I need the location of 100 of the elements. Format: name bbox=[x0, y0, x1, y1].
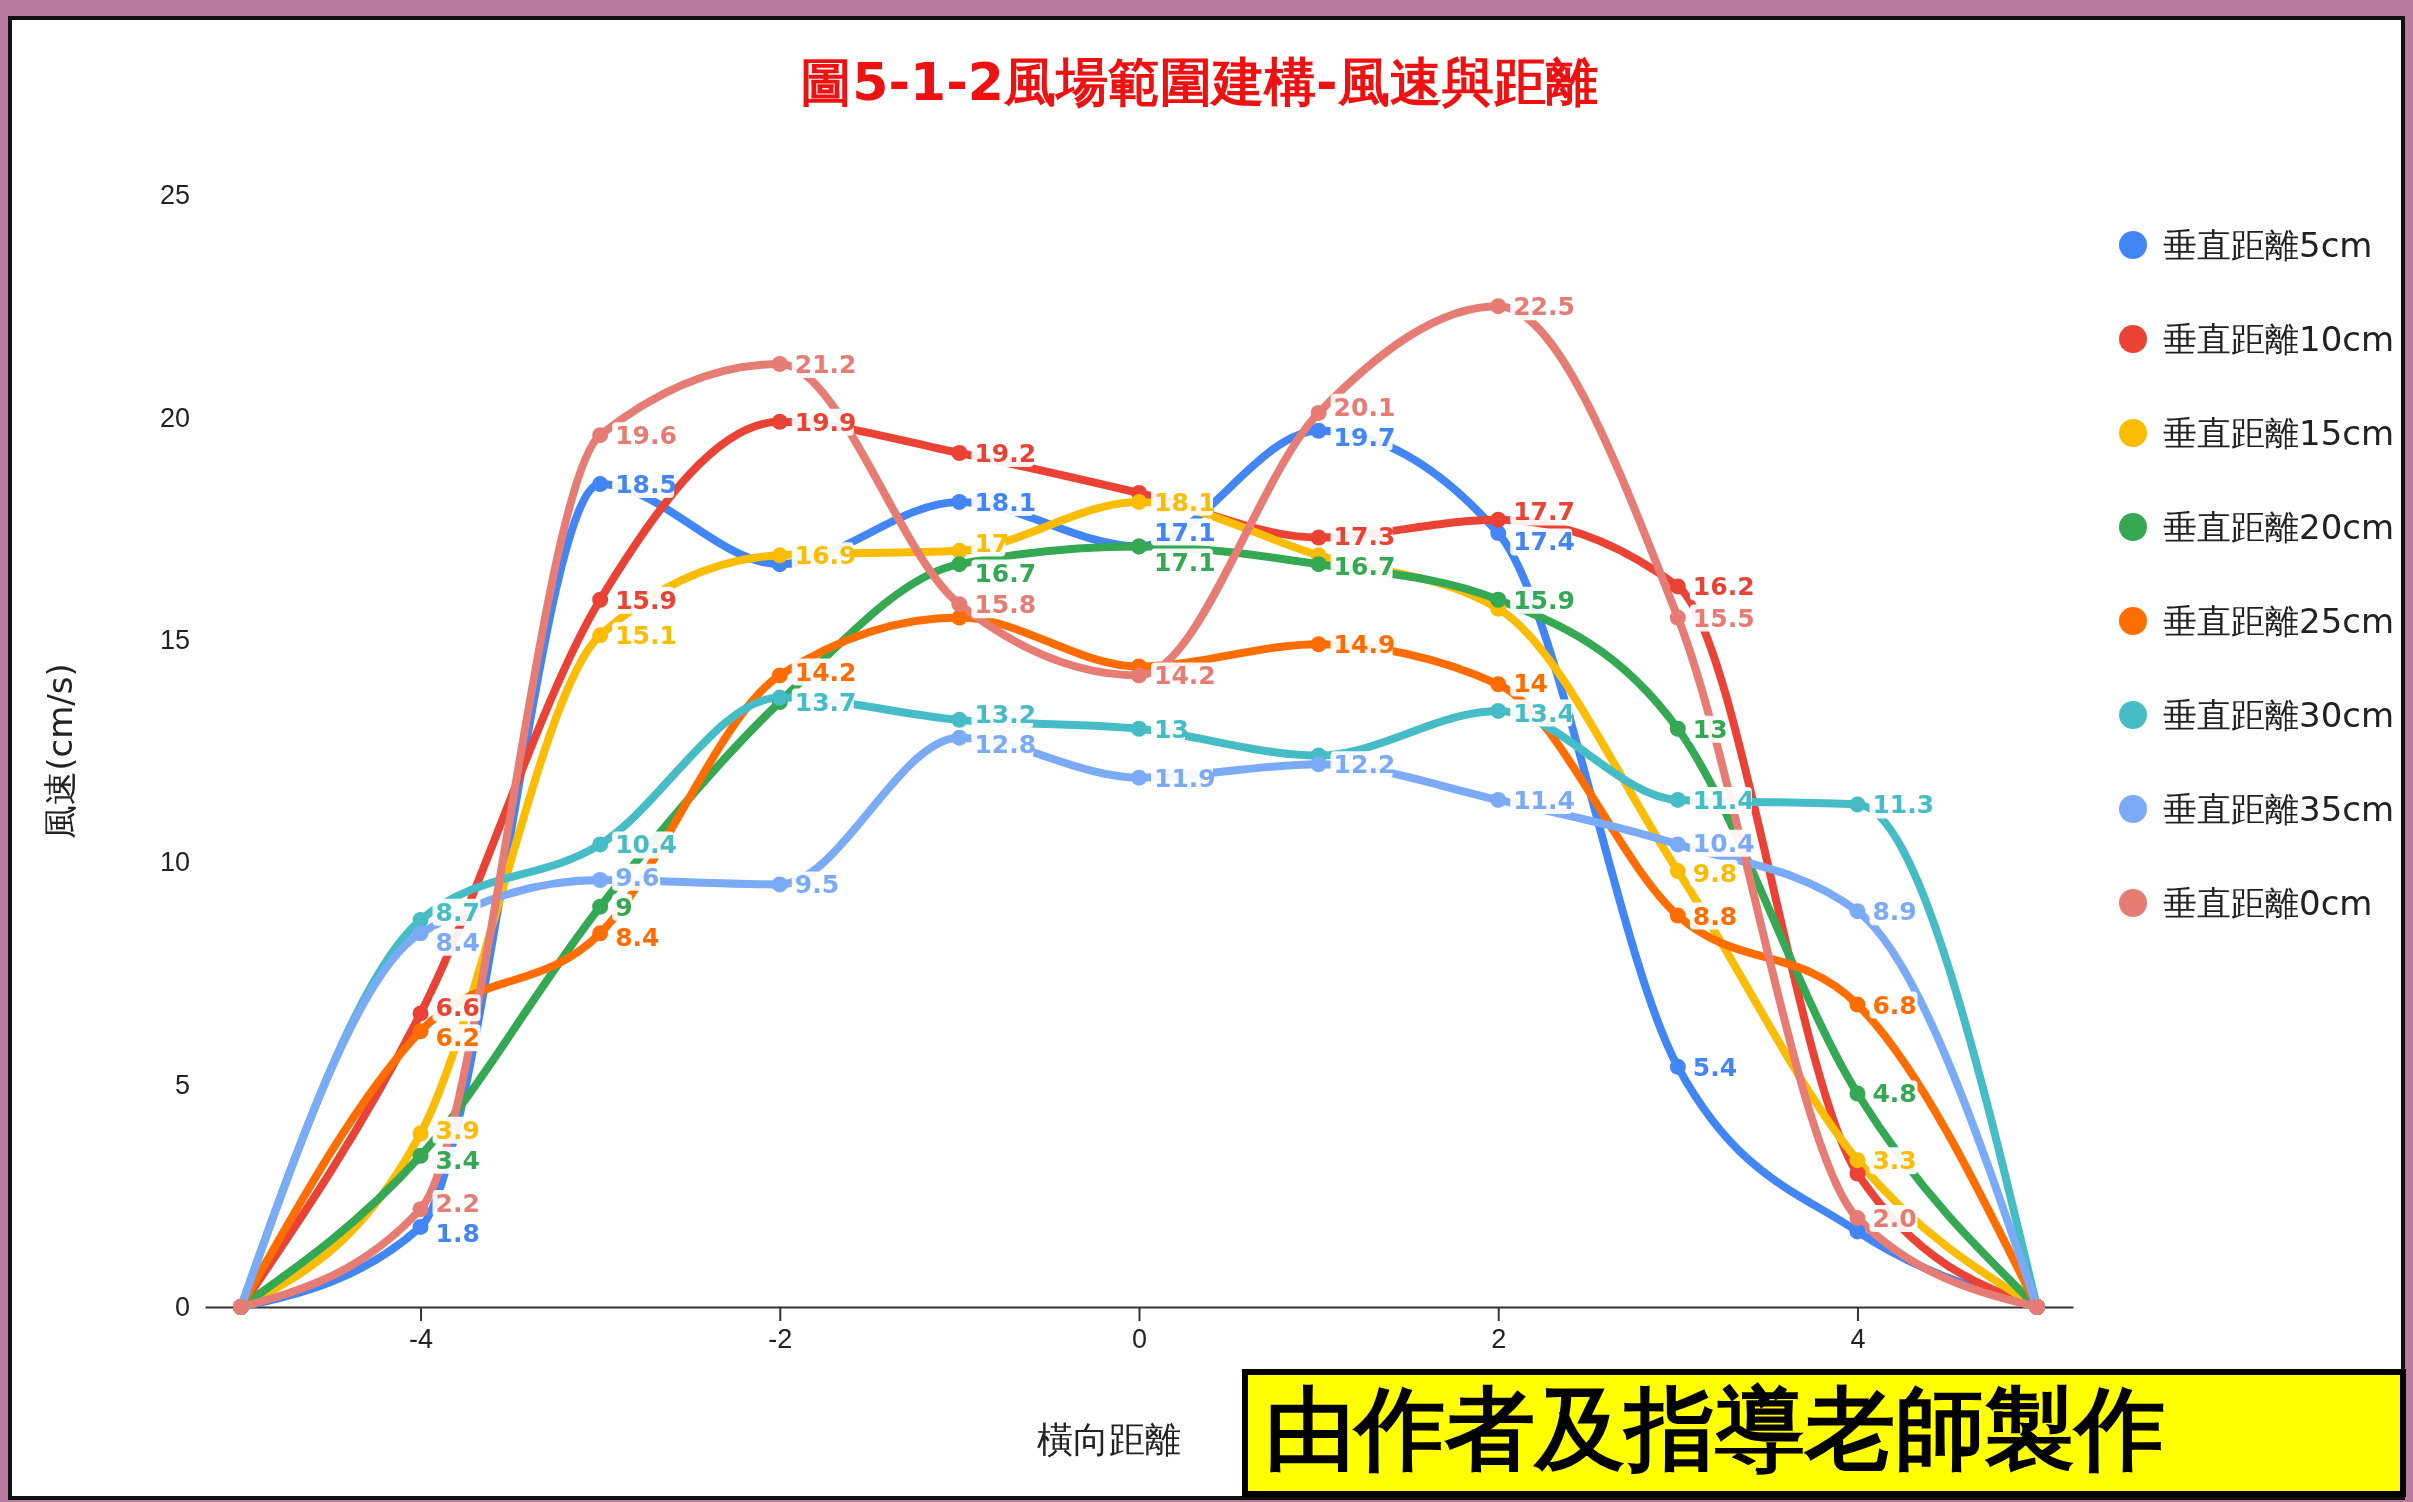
point bbox=[1131, 769, 1147, 786]
point bbox=[1310, 556, 1327, 573]
point bbox=[1490, 511, 1507, 528]
data-label: 22.5 bbox=[1513, 292, 1575, 322]
x-tick-label: 0 bbox=[1131, 1324, 1148, 1355]
y-tick-label: 10 bbox=[159, 847, 190, 878]
data-label: 3.3 bbox=[1872, 1146, 1917, 1176]
data-label: 5.4 bbox=[1692, 1052, 1738, 1082]
point bbox=[1310, 404, 1327, 421]
legend-label: 垂直距離10cm bbox=[2163, 319, 2395, 359]
data-label: 20.1 bbox=[1333, 392, 1396, 422]
point bbox=[592, 925, 609, 942]
data-label: 10.4 bbox=[1692, 828, 1755, 858]
data-label: 15.1 bbox=[615, 621, 677, 651]
y-tick-label: 20 bbox=[159, 402, 190, 433]
data-label: 1.8 bbox=[435, 1219, 480, 1249]
point bbox=[771, 356, 788, 373]
data-label: 11.4 bbox=[1692, 785, 1755, 815]
point bbox=[1310, 756, 1327, 773]
point bbox=[771, 689, 788, 706]
point bbox=[951, 556, 968, 573]
data-label: 17.4 bbox=[1513, 527, 1575, 557]
data-label: 17.3 bbox=[1333, 521, 1396, 551]
data-label: 16.9 bbox=[794, 541, 857, 571]
point bbox=[592, 476, 609, 493]
point bbox=[951, 729, 968, 746]
point bbox=[1490, 298, 1507, 315]
data-label: 3.9 bbox=[435, 1115, 480, 1145]
x-tick-label: 2 bbox=[1491, 1324, 1507, 1355]
point bbox=[771, 547, 788, 564]
x-tick-label: -2 bbox=[768, 1324, 793, 1355]
data-label: 9.6 bbox=[615, 862, 660, 892]
data-label: 6.8 bbox=[1872, 990, 1917, 1020]
point bbox=[1669, 1058, 1686, 1075]
point bbox=[771, 413, 788, 430]
point bbox=[592, 627, 609, 644]
point bbox=[592, 591, 609, 608]
data-label: 16.7 bbox=[1333, 551, 1396, 581]
point bbox=[412, 1201, 429, 1218]
data-label: 16.2 bbox=[1692, 572, 1755, 602]
point bbox=[1490, 525, 1507, 542]
data-label: 19.9 bbox=[794, 407, 857, 437]
data-label: 10.4 bbox=[615, 830, 677, 860]
point bbox=[1669, 720, 1686, 737]
data-label: 17.1 bbox=[1154, 547, 1216, 577]
point bbox=[1849, 1152, 1866, 1169]
data-label: 8.4 bbox=[615, 922, 660, 952]
y-tick-label: 0 bbox=[174, 1292, 190, 1323]
data-label: 11.9 bbox=[1154, 763, 1216, 793]
data-label: 18.1 bbox=[1154, 487, 1216, 517]
point bbox=[592, 871, 609, 888]
data-label: 12.8 bbox=[974, 729, 1037, 759]
data-label: 17 bbox=[974, 528, 1010, 558]
point bbox=[1849, 1223, 1866, 1240]
data-label: 4.8 bbox=[1872, 1079, 1917, 1109]
data-label: 9 bbox=[615, 892, 633, 922]
point bbox=[1669, 836, 1686, 853]
point bbox=[1849, 1165, 1866, 1182]
x-tick-label: 4 bbox=[1850, 1324, 1866, 1355]
data-label: 2.2 bbox=[435, 1189, 480, 1219]
data-label: 14.2 bbox=[794, 657, 857, 687]
point bbox=[951, 596, 968, 613]
data-label: 19.7 bbox=[1333, 422, 1396, 452]
y-axis-title: 風速(cm/s) bbox=[40, 663, 80, 839]
legend-label: 垂直距離15cm bbox=[2163, 413, 2395, 453]
data-label: 8.8 bbox=[1692, 901, 1738, 931]
data-label: 18.5 bbox=[615, 470, 677, 500]
data-label: 13 bbox=[1154, 714, 1189, 744]
point bbox=[1849, 796, 1866, 813]
data-label: 2.0 bbox=[1872, 1204, 1917, 1234]
data-label: 14.2 bbox=[1154, 661, 1216, 691]
point bbox=[1669, 791, 1686, 808]
point bbox=[412, 1125, 429, 1142]
data-label: 13 bbox=[1692, 714, 1728, 744]
point bbox=[1490, 676, 1507, 693]
chart-title: 圖5-1-2風場範圍建構-風速與距離 bbox=[800, 52, 1598, 112]
legend-label: 垂直距離20cm bbox=[2163, 507, 2395, 547]
data-label: 12.2 bbox=[1333, 750, 1396, 780]
point bbox=[1849, 1085, 1866, 1102]
data-label: 9.8 bbox=[1692, 858, 1738, 888]
point bbox=[412, 1005, 429, 1022]
point bbox=[1131, 493, 1147, 510]
point bbox=[951, 444, 968, 461]
point bbox=[1490, 702, 1507, 719]
point bbox=[1310, 529, 1327, 546]
legend-label: 垂直距離25cm bbox=[2163, 601, 2395, 641]
point bbox=[592, 836, 609, 853]
data-label: 13.7 bbox=[794, 687, 857, 717]
y-tick-label: 25 bbox=[159, 180, 190, 211]
data-label: 16.7 bbox=[974, 558, 1037, 588]
legend-label: 垂直距離35cm bbox=[2163, 789, 2395, 829]
text: 由作者及指導老師製作 bbox=[1265, 1376, 2165, 1481]
point bbox=[951, 542, 968, 559]
point bbox=[771, 876, 788, 893]
legend-label: 垂直距離30cm bbox=[2163, 695, 2395, 735]
point bbox=[412, 1023, 429, 1040]
point bbox=[1490, 591, 1507, 608]
legend-label: 垂直距離0cm bbox=[2163, 883, 2373, 923]
point bbox=[412, 925, 429, 942]
point bbox=[1669, 907, 1686, 924]
